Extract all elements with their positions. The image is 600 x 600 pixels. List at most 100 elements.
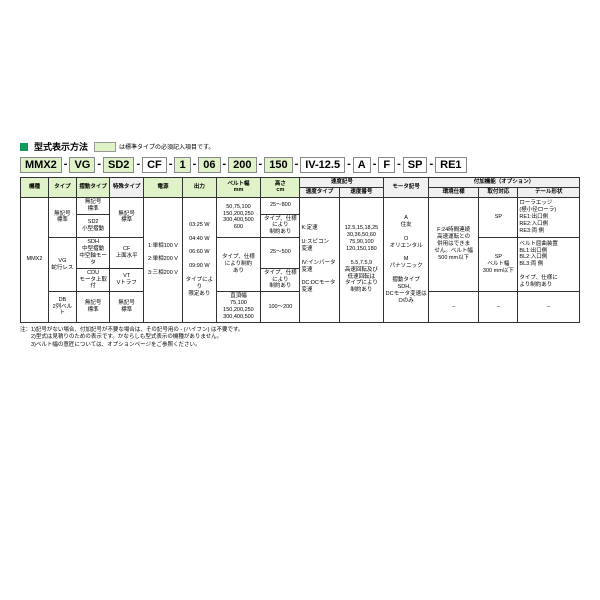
title-row: 型式表示方法 は標準タイプの必須記入項目です。 — [20, 140, 580, 153]
col-subheader: 速度タイプ — [300, 187, 339, 197]
cell: K:定速U:スピコン変速IV:インバータ変速DC:DCモータ変速 — [300, 197, 339, 322]
model-code: RE1 — [435, 157, 466, 173]
model-sep: - — [257, 157, 265, 171]
model-seg: IV-12.5 — [300, 157, 345, 173]
cell: A住友OオリエンタルMパナソニック摺動タイプSDH、DCモータ変速はOのみ — [384, 197, 429, 322]
col-subheader: 速度番号 — [339, 187, 384, 197]
page-title: 型式表示方法 — [34, 140, 88, 153]
model-seg: 200 — [228, 157, 256, 173]
cell: 25～800 — [261, 197, 300, 214]
cell: SPベルト幅300 mm以下 — [479, 238, 518, 292]
legend-swatch — [94, 142, 116, 152]
legend: は標準タイプの必須記入項目です。 — [94, 142, 214, 152]
cell: VG蛇行レス — [48, 238, 76, 292]
model-seg: F — [378, 157, 395, 173]
model-code: MMX2 — [20, 157, 62, 173]
model-seg: A — [353, 157, 371, 173]
cell: 無記号標準 — [110, 292, 144, 323]
note-line: 3)ベルト幅の意匠については、オプションページをご参照ください。 — [20, 342, 580, 350]
col-header: 速度記号 — [300, 178, 384, 188]
col-header: ベルト幅mm — [216, 178, 261, 198]
model-seg: MMX2 — [20, 157, 62, 173]
cell: ローラエッジ(極小径ローラ)RE1:出口側RE2:入口側RE3:両 側 — [518, 197, 580, 237]
col-header: 機種 — [21, 178, 49, 198]
model-code: CF — [142, 157, 167, 173]
model-seg: 06 — [198, 157, 220, 173]
model-sep: - — [395, 157, 403, 171]
model-sep: - — [62, 157, 70, 171]
cell: 無記号標準 — [110, 197, 144, 237]
model-sep: - — [427, 157, 435, 171]
cell: タイプ、仕様により制約あり — [216, 238, 261, 292]
col-header: 高さcm — [261, 178, 300, 198]
model-seg: VG — [69, 157, 95, 173]
cell: 直頂幅75,100150,200,250300,400,500 — [216, 292, 261, 323]
model-code: VG — [69, 157, 95, 173]
cell: VTVトラフ — [110, 268, 144, 292]
cell: 25～500 — [261, 238, 300, 269]
model-seg: 1 — [174, 157, 190, 173]
cell: 12.5,15,18,2530,36,50,6075,90,100120,150… — [339, 197, 384, 322]
col-header: 摺動タイプ — [76, 178, 110, 198]
model-code: 150 — [264, 157, 292, 173]
table-head: 機種タイプ摺動タイプ特殊タイプ電源出力ベルト幅mm高さcm速度記号モータ記号付加… — [21, 178, 580, 198]
col-header: 出力 — [183, 178, 217, 198]
cell: SD2小型摺動 — [76, 214, 110, 238]
note-line: 2)型式は見積りのための表示です。かならしも型式表示の機種がありません。 — [20, 334, 580, 342]
legend-text: は標準タイプの必須記入項目です。 — [119, 142, 214, 151]
cell: 50,75,100150,200,250300,400,500600 — [216, 197, 261, 237]
model-sep: - — [95, 157, 103, 171]
cell: 無記号標準 — [76, 197, 110, 214]
model-sep: - — [293, 157, 301, 171]
cell: タイプ、仕様により制約あり — [261, 268, 300, 292]
spec-table: 機種タイプ摺動タイプ特殊タイプ電源出力ベルト幅mm高さcm速度記号モータ記号付加… — [20, 177, 580, 323]
model-code: SP — [403, 157, 428, 173]
cell: DB2列ベルト — [48, 292, 76, 323]
model-code: SD2 — [103, 157, 134, 173]
model-code: 1 — [174, 157, 190, 173]
cell: 無記号標準 — [76, 292, 110, 323]
cell: MMX2 — [21, 197, 49, 322]
model-seg: SP — [403, 157, 428, 173]
model-code: IV-12.5 — [300, 157, 345, 173]
cell: CDUモータ上取付 — [76, 268, 110, 292]
cell: 1:単相100 V2:単相200 V3:三相200 V — [143, 197, 182, 322]
model-code-row: MMX2-VG-SD2-CF-1-06-200-150-IV-12.5-A-F-… — [20, 157, 580, 173]
cell: – — [479, 292, 518, 323]
model-sep: - — [134, 157, 142, 171]
col-subheader: 環境仕様 — [429, 187, 479, 197]
col-header: タイプ — [48, 178, 76, 198]
model-sep: - — [191, 157, 199, 171]
model-sep: - — [221, 157, 229, 171]
col-header: 電源 — [143, 178, 182, 198]
cell: タイプ、仕様により制約あり — [261, 214, 300, 238]
cell: 03:25 W04:40 W06:60 W09:90 Wタイプにより限定あり — [183, 197, 217, 322]
col-header: 付加機能（オプション） — [429, 178, 580, 188]
model-code: 200 — [228, 157, 256, 173]
table-body: MMX2 無記号標準 無記号標準 無記号標準 1:単相100 V2:単相200 … — [21, 197, 580, 322]
cell: 100～200 — [261, 292, 300, 323]
model-seg: SD2 — [103, 157, 134, 173]
cell: F:24時間連続高速運転との併用はできません。ベルト幅500 mm以下 — [429, 197, 479, 292]
model-sep: - — [371, 157, 379, 171]
cell: 無記号標準 — [48, 197, 76, 237]
model-seg: CF — [142, 157, 167, 173]
cell: CF上面水平 — [110, 238, 144, 269]
model-seg: 150 — [264, 157, 292, 173]
cell: ベルト屈曲装置BL1:出口側BL2:入口側BL3:両 側タイプ、仕様により制約あ… — [518, 238, 580, 292]
model-code: A — [353, 157, 371, 173]
model-sep: - — [167, 157, 175, 171]
cell: SDH中型摺動中空軸モータ — [76, 238, 110, 269]
col-header: 特殊タイプ — [110, 178, 144, 198]
cell: – — [429, 292, 479, 323]
title-marker — [20, 143, 28, 151]
cell: SP — [479, 197, 518, 237]
model-seg: RE1 — [435, 157, 466, 173]
footnotes: 注：1)記号がない場合、付加記号が不要な場合は、その記号用の - (ハイフン) … — [20, 327, 580, 350]
col-subheader: テール形状 — [518, 187, 580, 197]
model-code: 06 — [198, 157, 220, 173]
model-sep: - — [345, 157, 353, 171]
cell: – — [518, 292, 580, 323]
model-code: F — [378, 157, 395, 173]
col-header: モータ記号 — [384, 178, 429, 198]
